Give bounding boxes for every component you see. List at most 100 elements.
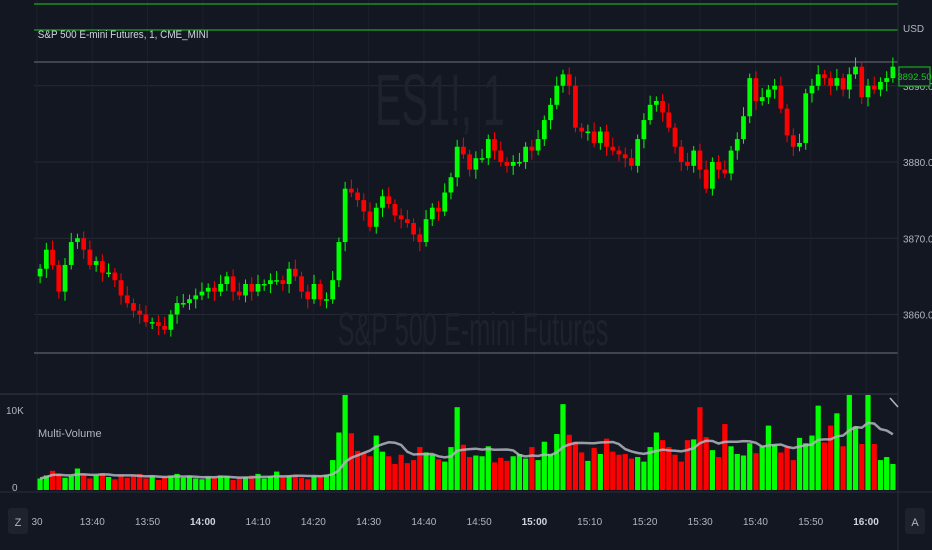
zoom-button[interactable]: Z: [8, 508, 28, 534]
volume-bar: [890, 463, 896, 490]
volume-bar: [703, 437, 709, 490]
volume-bar: [49, 470, 56, 490]
volume-bar: [846, 395, 852, 490]
price-tick-label: 3890.00: [903, 82, 932, 93]
volume-bar: [236, 477, 242, 490]
candle-body: [846, 74, 852, 90]
candle-body: [392, 203, 398, 216]
volume-bar: [404, 463, 410, 490]
volume-bar: [871, 444, 877, 490]
currency-label: USD: [903, 24, 924, 35]
volume-bar: [784, 446, 790, 490]
candle-body: [610, 146, 616, 151]
candle-body: [249, 284, 255, 292]
volume-bar: [840, 446, 846, 490]
volume-bar: [628, 458, 635, 490]
volume-bar: [715, 457, 722, 490]
candle-body: [759, 97, 765, 101]
volume-bar: [292, 474, 298, 490]
volume-bar: [180, 477, 186, 490]
volume-bar: [193, 478, 199, 490]
volume-bar: [498, 457, 504, 490]
candle-body: [641, 120, 647, 140]
volume-bar: [641, 461, 647, 490]
candle-body: [573, 85, 578, 128]
volume-bar: [460, 444, 467, 490]
candle-body: [367, 211, 373, 227]
collapse-arrow-icon[interactable]: [889, 397, 899, 408]
candle-body: [485, 139, 491, 159]
volume-bar: [852, 426, 859, 490]
candle-body: [840, 78, 846, 90]
auto-scale-button-label: A: [911, 517, 919, 529]
volume-bar: [354, 450, 361, 490]
volume-bar: [373, 435, 379, 490]
candle-body: [467, 154, 472, 170]
volume-tick-zero: 0: [12, 483, 18, 494]
candle-body: [317, 284, 323, 300]
candle-body: [498, 150, 504, 162]
volume-bar: [765, 425, 772, 490]
candle-body: [579, 127, 585, 132]
candle-body: [199, 291, 205, 296]
volume-bar: [491, 462, 498, 490]
volume-bar: [305, 479, 311, 490]
volume-bar: [728, 446, 734, 490]
candle-body: [93, 261, 99, 265]
candle-body: [118, 280, 124, 296]
candle-body: [137, 310, 143, 315]
volume-bar: [579, 452, 585, 490]
volume-bar: [504, 460, 510, 490]
last-price-badge: 3892.50: [897, 66, 932, 87]
candle-body: [212, 287, 217, 292]
candle-body: [554, 85, 560, 105]
candle-body: [454, 146, 460, 178]
volume-bar: [323, 474, 330, 490]
symbol-title[interactable]: S&P 500 E-mini Futures, 1, CME_MINI: [38, 30, 209, 42]
candle-body: [766, 89, 771, 98]
candle-body: [803, 93, 809, 143]
time-tick-label: 14:50: [467, 517, 492, 528]
volume-bar: [859, 444, 865, 490]
time-tick-label: 14:00: [190, 517, 216, 528]
volume-bar: [740, 455, 747, 490]
volume-bar: [523, 458, 529, 490]
price-axis[interactable]: 3860.00 3870.00 3880.00 3890.00: [903, 82, 932, 322]
volume-bar: [616, 454, 622, 490]
volume-bar: [161, 476, 168, 490]
volume-bar: [62, 477, 68, 490]
candle-body: [205, 287, 211, 292]
volume-bar: [479, 456, 485, 490]
volume-bar: [790, 460, 796, 490]
time-tick-label: 16:00: [853, 517, 879, 528]
candle-body: [585, 131, 591, 133]
candle-body: [504, 162, 510, 166]
candle-body: [473, 158, 479, 170]
time-axis[interactable]: 30 13:40 13:50 14:00 14:10 14:20 14:30 14:40 14:…: [31, 517, 879, 528]
volume-bar: [261, 478, 267, 490]
candle-body: [734, 139, 740, 151]
volume-bar: [274, 471, 280, 490]
volume-indicator-title[interactable]: Multi-Volume: [38, 428, 102, 440]
volume-bar: [647, 447, 653, 490]
price-tick-label: 3880.00: [903, 158, 932, 169]
volume-series: [37, 395, 896, 490]
candle-body: [635, 139, 641, 166]
volume-bar: [473, 455, 479, 490]
volume-bar: [81, 473, 87, 490]
volume-bar: [591, 447, 597, 490]
volume-bar: [684, 440, 691, 490]
volume-bar: [386, 456, 392, 490]
candle-body: [411, 223, 416, 235]
candle-body: [685, 162, 690, 166]
volume-bar: [286, 475, 292, 490]
volume-bar: [242, 476, 249, 490]
volume-bar: [566, 434, 572, 490]
candle-body: [828, 78, 834, 86]
auto-scale-button[interactable]: A: [905, 508, 925, 534]
volume-bar: [224, 476, 230, 490]
candle-body: [647, 104, 653, 121]
volume-bar: [442, 461, 448, 490]
volume-bar: [37, 478, 43, 490]
